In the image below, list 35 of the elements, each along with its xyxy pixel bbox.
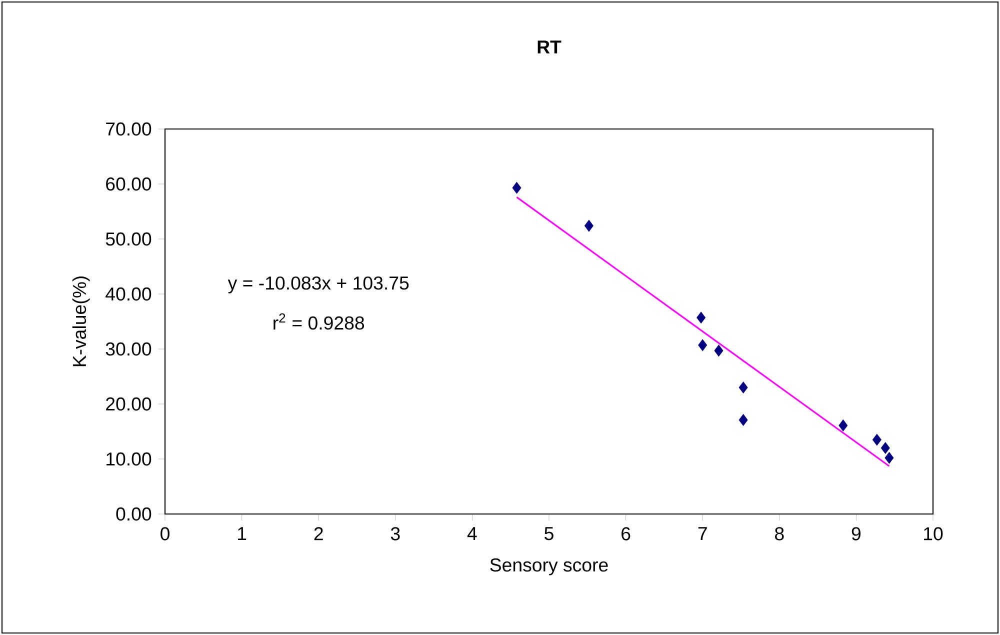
y-axis-title: K-value(%) [72, 276, 90, 366]
x-tick-label: 7 [698, 527, 707, 540]
point [584, 220, 594, 232]
y-tick-label: 60.00 [106, 177, 152, 191]
y-tick-label: 40.00 [106, 287, 152, 301]
y-tick-label: 30.00 [106, 342, 152, 356]
annotation: r$^{2}$ = 0.9288 [274, 313, 364, 330]
x-tick-label: 10 [924, 527, 943, 540]
point [880, 442, 890, 454]
x-tick-label: 8 [775, 527, 784, 540]
x-tick-label: 9 [852, 527, 861, 540]
point [696, 312, 706, 324]
point [698, 339, 708, 352]
y-tick-label: 0.00 [116, 507, 152, 521]
x-tick-label: 3 [390, 527, 400, 540]
x-axis-title: Sensory score [490, 558, 608, 576]
point [738, 414, 748, 426]
x-tick-label: 2 [314, 527, 323, 540]
point [714, 344, 724, 357]
point [738, 382, 748, 394]
y-tick-label: 70.00 [106, 122, 152, 136]
y-tick-label: 20.00 [106, 397, 152, 411]
x-tick-label: 5 [544, 527, 554, 540]
point [838, 420, 848, 432]
point [884, 452, 894, 464]
x-tick-label: 0 [160, 527, 170, 540]
point [512, 182, 522, 194]
point [872, 434, 882, 446]
y-tick-label: 10.00 [106, 452, 152, 466]
x-tick-label: 1 [238, 527, 246, 540]
x-tick-label: 6 [622, 527, 630, 540]
annotation: y = -10.083x + 103.75 [228, 276, 409, 294]
x-tick-label: 4 [467, 527, 477, 540]
y-tick-label: 50.00 [106, 232, 152, 246]
chart-title: RT [538, 40, 562, 54]
